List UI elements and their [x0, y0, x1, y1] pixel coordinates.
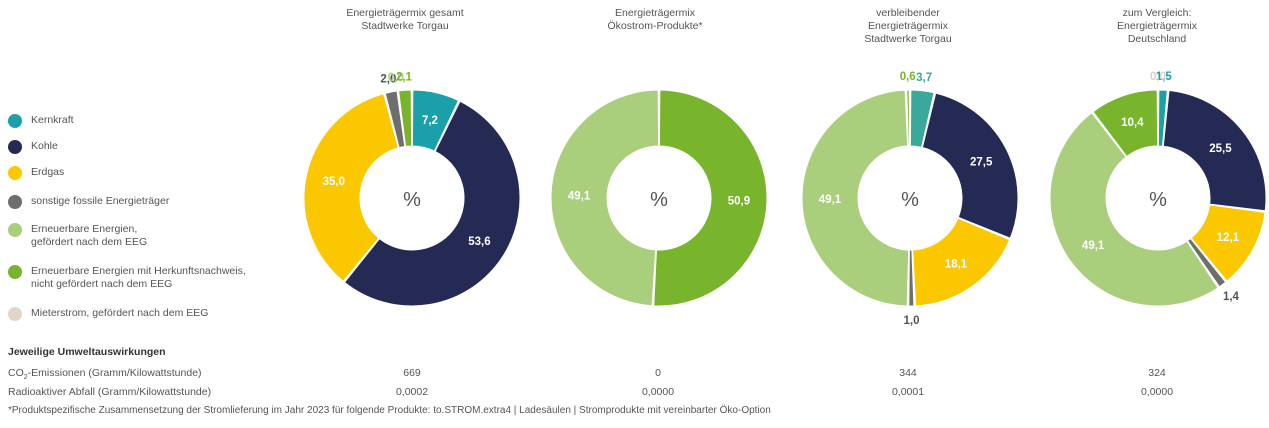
slice-value-label: 0,0 — [1150, 71, 1166, 83]
donut-slice — [908, 249, 915, 307]
donut-slice — [550, 89, 660, 307]
donut-slice — [912, 217, 1011, 307]
slice-value-label: 10,4 — [1121, 117, 1144, 129]
waste-value: 0,0000 — [1140, 386, 1174, 398]
donut-hole — [361, 147, 463, 249]
donut-slice — [653, 89, 768, 307]
legend-item: Kohle — [8, 140, 58, 154]
slice-value-label: 49,1 — [1082, 240, 1105, 252]
legend-swatch — [8, 114, 22, 128]
donut-hole — [859, 147, 961, 249]
donut-slice — [1162, 90, 1267, 212]
donut-slice — [411, 89, 460, 152]
slice-value-label: 27,5 — [970, 156, 993, 168]
waste-value: 0,0001 — [891, 386, 925, 398]
legend-label: Kernkraft — [31, 114, 74, 126]
donut-slice — [398, 89, 413, 147]
slice-value-label: 50,9 — [728, 195, 750, 207]
donut-slice — [1186, 237, 1227, 288]
chart-title: Energieträgermix Ökostrom-Produkte* — [607, 7, 703, 32]
slice-value-label: 49,1 — [568, 191, 591, 203]
co2-label: CO2-Emissionen (Gramm/Kilowattstunde) — [8, 367, 202, 381]
center-percent-label: % — [403, 189, 421, 211]
slice-value-label: 12,1 — [1217, 232, 1240, 244]
slice-value-label: 53,6 — [468, 236, 490, 248]
slice-value-label: 0,6 — [900, 71, 916, 83]
co2-label-rest: -Emissionen (Gramm/Kilowattstunde) — [27, 367, 202, 379]
legend-label: Erdgas — [31, 166, 65, 178]
legend-swatch — [8, 166, 22, 180]
slice-value-label: 1,4 — [1223, 291, 1240, 303]
co2-label-main: CO — [8, 367, 24, 379]
chart-title: zum Vergleich: Energieträgermix Deutschl… — [1117, 7, 1197, 45]
donut-slice — [1049, 112, 1219, 307]
slice-value-label: 7,2 — [422, 115, 438, 127]
slice-value-label: 2,0 — [380, 73, 396, 85]
legend-item: Erneuerbare Energien, gefördert nach dem… — [8, 223, 147, 249]
co2-value: 669 — [403, 367, 421, 379]
chart-title: verbleibender Energieträgermix Stadtwerk… — [864, 7, 952, 45]
legend-swatch — [8, 223, 22, 237]
donut-slice — [906, 89, 911, 147]
center-percent-label: % — [901, 189, 919, 211]
co2-value: 324 — [1148, 367, 1166, 379]
donut-slice — [909, 89, 935, 148]
donut-slice — [343, 100, 521, 307]
legend-label: Mieterstrom, gefördert nach dem EEG — [31, 307, 209, 319]
donut-slice — [303, 93, 399, 282]
legend-label: Erneuerbare Energien, gefördert nach dem… — [31, 223, 148, 248]
donut-slice — [921, 92, 1019, 239]
legend-item: Erdgas — [8, 166, 64, 180]
slice-value-label: 1,5 — [1156, 71, 1173, 83]
slice-value-label: 49,1 — [819, 194, 842, 206]
donut-slice — [1092, 89, 1159, 158]
donut-slice — [801, 89, 910, 307]
legend-item: sonstige fossile Energieträger — [8, 195, 169, 209]
impacts-title: Jeweilige Umweltauswirkungen — [8, 346, 166, 358]
center-percent-label: % — [650, 189, 668, 211]
co2-value: 0 — [655, 367, 661, 379]
slice-value-label: 18,1 — [945, 258, 968, 270]
legend-swatch — [8, 265, 22, 279]
slice-value-label: 0,0 — [388, 72, 404, 84]
center-percent-label: % — [1149, 189, 1167, 211]
waste-label: Radioaktiver Abfall (Gramm/Kilowattstund… — [8, 386, 212, 398]
donut-hole — [1107, 147, 1209, 249]
slice-value-label: 3,7 — [916, 72, 932, 84]
donut-hole — [608, 147, 710, 249]
slice-value-label: 1,0 — [904, 315, 920, 327]
slice-value-label: 25,5 — [1209, 143, 1232, 155]
legend-swatch — [8, 195, 22, 209]
donut-charts: 7,253,635,02,00,02,1% 50,949,1 %3,727,518,… — [303, 71, 1267, 327]
slice-value-label: 2,1 — [396, 71, 413, 83]
waste-value: 0,0002 — [395, 386, 429, 398]
donut-slice — [1157, 89, 1168, 147]
legend-item: Mieterstrom, gefördert nach dem EEG — [8, 307, 208, 321]
co2-value: 344 — [899, 367, 917, 379]
donut-slice — [384, 90, 406, 149]
slice-value-label: 35,0 — [323, 176, 345, 188]
legend-swatch — [8, 307, 22, 321]
legend-label: Erneuerbare Energien mit Herkunftsnachwe… — [31, 265, 246, 290]
legend-item: Kernkraft — [8, 114, 74, 128]
legend-swatch — [8, 140, 22, 154]
co2-label-sub: 2 — [23, 374, 28, 382]
waste-value: 0,0000 — [641, 386, 675, 398]
legend-label: Kohle — [31, 140, 58, 152]
legend-label: sonstige fossile Energieträger — [31, 195, 170, 207]
footnote: *Produktspezifische Zusammensetzung der … — [8, 405, 771, 416]
chart-title: Energieträgermix gesamt Stadtwerke Torga… — [346, 7, 464, 32]
donut-slice — [1190, 204, 1266, 282]
legend-item: Erneuerbare Energien mit Herkunftsnachwe… — [8, 265, 246, 291]
